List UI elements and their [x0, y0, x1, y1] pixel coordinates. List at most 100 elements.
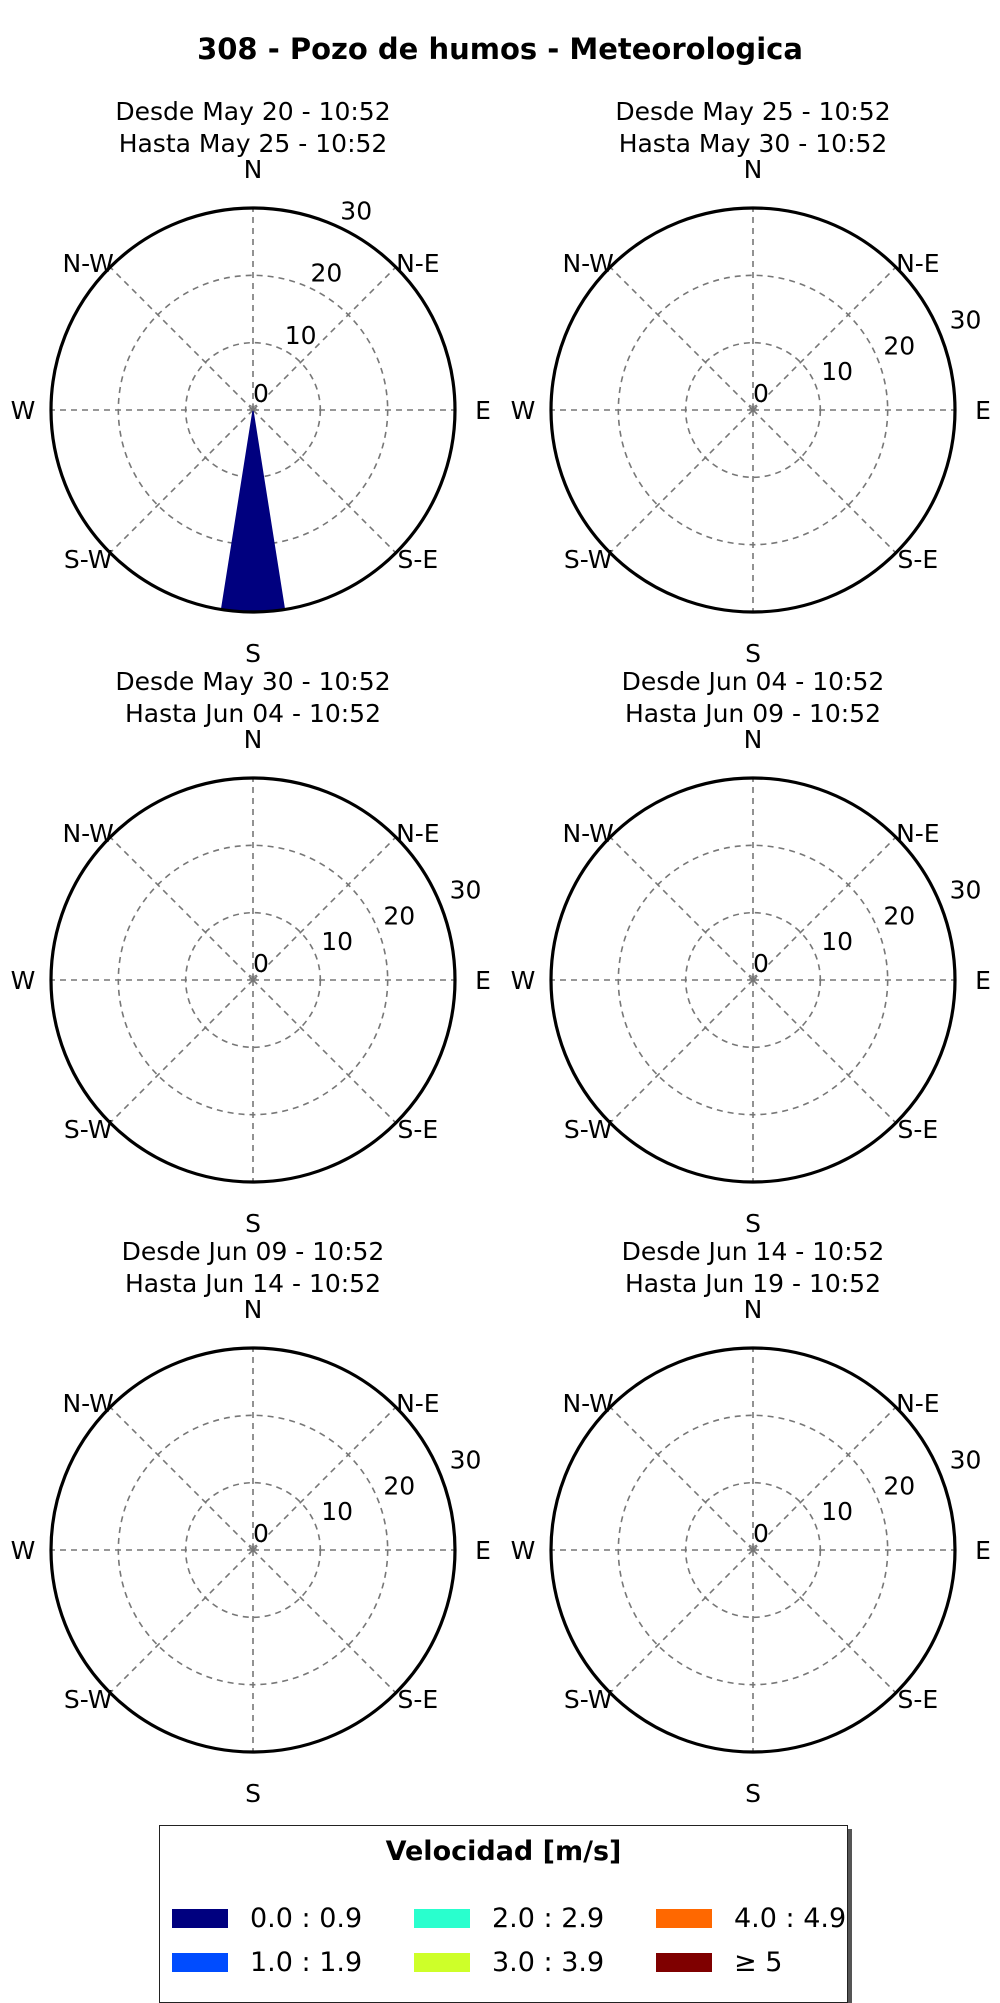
legend-label-2: 2.0 : 2.9	[492, 1902, 605, 1934]
direction-label-s-w: S-W	[64, 1115, 113, 1144]
grid-spoke	[752, 266, 897, 411]
center-marker: *	[749, 970, 758, 991]
direction-label-w: W	[511, 1536, 536, 1565]
direction-label-s-e: S-E	[397, 545, 438, 574]
legend: Velocidad [m/s] 0.0 : 0.9 1.0 : 1.9 2.0 …	[159, 1825, 848, 2003]
direction-label-n-e: N-E	[896, 819, 940, 848]
grid-spoke	[752, 836, 897, 981]
direction-label-n-e: N-E	[396, 1389, 440, 1418]
direction-label-s-w: S-W	[64, 545, 113, 574]
direction-label-s-w: S-W	[64, 1685, 113, 1714]
radial-tick-label: 20	[883, 1471, 915, 1500]
outer-circle	[49, 1346, 457, 1754]
direction-label-s-e: S-E	[897, 1115, 938, 1144]
direction-label-n-w: N-W	[562, 249, 613, 278]
direction-label-s-e: S-E	[897, 1685, 938, 1714]
radial-tick-label: 20	[883, 901, 915, 930]
radial-tick-label: 20	[383, 1471, 415, 1500]
radial-tick-label: 0	[253, 379, 269, 408]
radial-tick-label: 30	[450, 1446, 482, 1475]
radial-tick-label: 0	[753, 379, 769, 408]
outer-circle	[549, 776, 957, 1184]
legend-swatch-0	[172, 1908, 228, 1928]
direction-label-n-e: N-E	[896, 1389, 940, 1418]
direction-label-e: E	[975, 396, 991, 425]
direction-label-s-w: S-W	[564, 545, 613, 574]
direction-label-s-w: S-W	[564, 1685, 613, 1714]
panel-title-line1: Desde Jun 09 - 10:52	[122, 1237, 385, 1266]
grid-spoke	[109, 836, 254, 981]
legend-entry-4: 4.0 : 4.9	[656, 1901, 846, 1935]
legend-label-3: 3.0 : 3.9	[492, 1946, 605, 1978]
grid-spoke	[109, 1406, 254, 1551]
grid-spoke	[609, 836, 754, 981]
radial-tick-label: 30	[340, 196, 372, 225]
direction-label-n: N	[244, 1295, 263, 1324]
windrose-panel-1: Desde May 20 - 10:52 Hasta May 25 - 10:52…	[11, 97, 491, 668]
direction-label-e: E	[475, 1536, 491, 1565]
center-marker: *	[249, 400, 258, 421]
direction-label-s: S	[745, 1209, 761, 1238]
direction-label-w: W	[11, 1536, 36, 1565]
grid-spoke	[252, 836, 397, 981]
windrose-panel-4: Desde Jun 04 - 10:52 Hasta Jun 09 - 10:52…	[511, 667, 991, 1238]
legend-swatch-5	[656, 1952, 712, 1972]
direction-label-n-e: N-E	[396, 249, 440, 278]
grid-spoke	[752, 1549, 897, 1694]
radial-tick-label: 10	[321, 927, 353, 956]
radial-tick-label: 10	[821, 927, 853, 956]
direction-label-w: W	[511, 966, 536, 995]
direction-label-n-w: N-W	[62, 819, 113, 848]
legend-entry-1: 1.0 : 1.9	[172, 1945, 362, 1979]
direction-label-n-w: N-W	[562, 1389, 613, 1418]
panel-title-line2: Hasta May 30 - 10:52	[619, 129, 888, 158]
panel-title-line1: Desde May 20 - 10:52	[115, 97, 390, 126]
grid-spoke	[252, 1549, 397, 1694]
direction-label-s: S	[245, 1779, 261, 1808]
windrose-panel-3: Desde May 30 - 10:52 Hasta Jun 04 - 10:52…	[11, 667, 491, 1238]
radial-tick-label: 30	[450, 876, 482, 905]
legend-entry-0: 0.0 : 0.9	[172, 1901, 362, 1935]
legend-title: Velocidad [m/s]	[385, 1836, 622, 1867]
grid-spoke	[109, 409, 254, 554]
radial-tick-label: 0	[253, 1519, 269, 1548]
direction-label-n: N	[744, 155, 763, 184]
direction-label-s-e: S-E	[397, 1115, 438, 1144]
outer-circle	[49, 776, 457, 1184]
legend-label-0: 0.0 : 0.9	[250, 1902, 363, 1934]
direction-label-s-w: S-W	[564, 1115, 613, 1144]
direction-label-n-w: N-W	[62, 249, 113, 278]
grid-spoke	[252, 409, 397, 554]
center-marker: *	[749, 400, 758, 421]
outer-circle	[549, 1346, 957, 1754]
radial-tick-label: 30	[950, 876, 982, 905]
direction-label-e: E	[975, 966, 991, 995]
grid-spoke	[609, 1549, 754, 1694]
center-marker: *	[249, 970, 258, 991]
grid-spoke	[609, 979, 754, 1124]
legend-swatch-2	[414, 1908, 470, 1928]
direction-label-e: E	[475, 396, 491, 425]
figure-title: 308 - Pozo de humos - Meteorologica	[197, 32, 803, 66]
direction-label-s: S	[745, 639, 761, 668]
center-marker: *	[749, 1540, 758, 1561]
grid-spoke	[752, 1406, 897, 1551]
panel-title-line1: Desde Jun 04 - 10:52	[622, 667, 885, 696]
grid-spoke	[252, 979, 397, 1124]
radial-tick-label: 0	[753, 1519, 769, 1548]
direction-label-e: E	[475, 966, 491, 995]
panel-title-line2: Hasta May 25 - 10:52	[119, 129, 388, 158]
direction-label-s: S	[745, 1779, 761, 1808]
direction-label-n-w: N-W	[62, 1389, 113, 1418]
direction-label-w: W	[11, 966, 36, 995]
panel-title-line2: Hasta Jun 09 - 10:52	[625, 699, 881, 728]
panel-title-line2: Hasta Jun 19 - 10:52	[625, 1269, 881, 1298]
radial-tick-label: 0	[253, 949, 269, 978]
windrose-panel-2: Desde May 25 - 10:52 Hasta May 30 - 10:52…	[511, 97, 991, 668]
legend-entry-2: 2.0 : 2.9	[414, 1901, 604, 1935]
direction-label-s-e: S-E	[897, 545, 938, 574]
direction-label-s: S	[245, 1209, 261, 1238]
outer-circle	[549, 206, 957, 614]
radial-tick-label: 10	[821, 1497, 853, 1526]
direction-label-n: N	[244, 725, 263, 754]
